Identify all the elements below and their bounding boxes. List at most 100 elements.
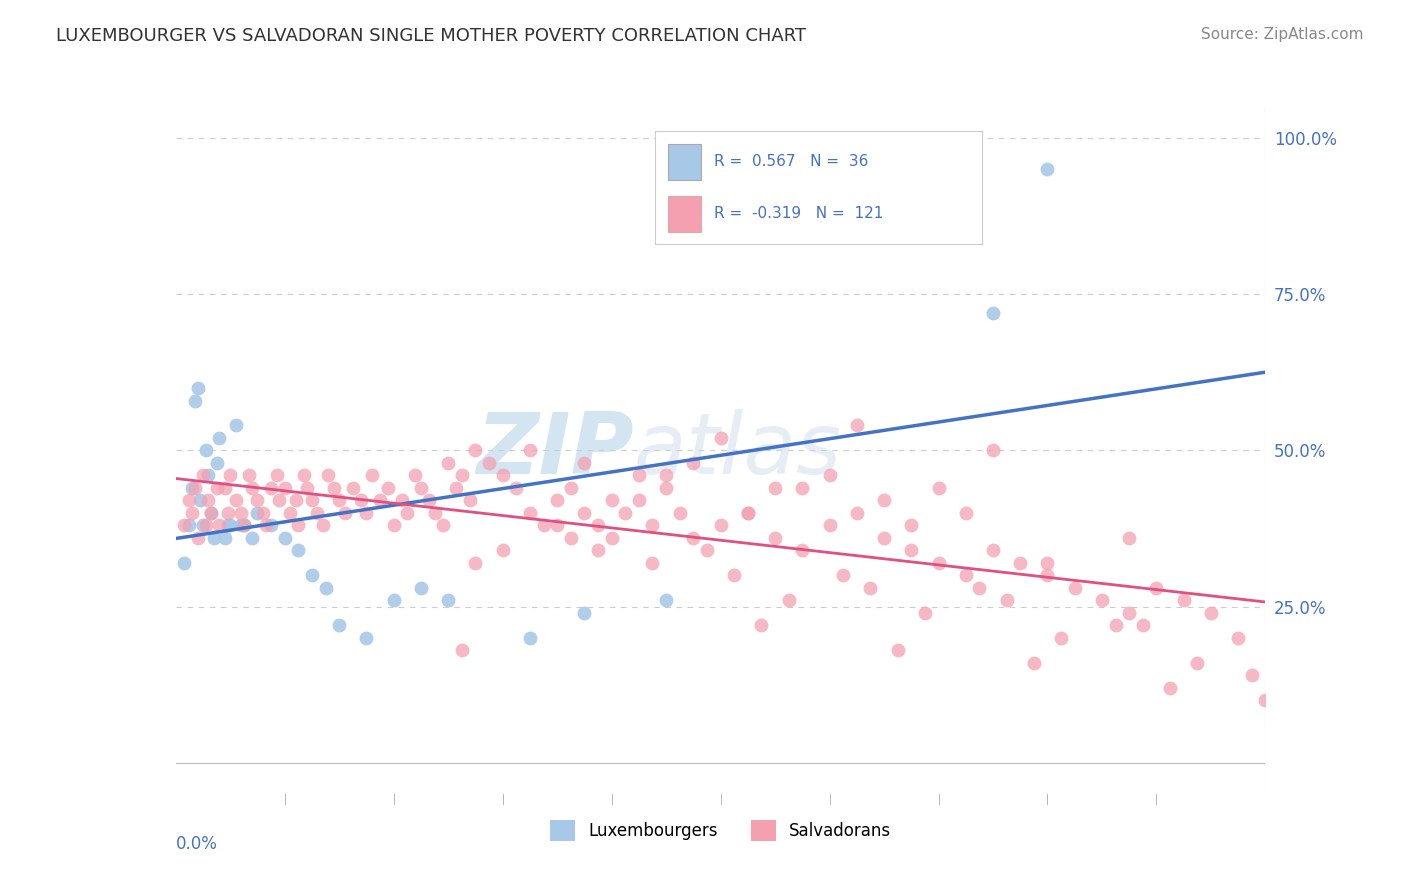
Point xyxy=(184,393,207,408)
Point xyxy=(260,518,283,533)
Point xyxy=(179,518,201,533)
Point xyxy=(437,456,460,470)
Point xyxy=(194,518,217,533)
Point xyxy=(600,531,623,545)
Point xyxy=(184,481,207,495)
Point xyxy=(405,468,427,483)
Point xyxy=(458,493,481,508)
Point xyxy=(432,518,454,533)
Point xyxy=(200,506,222,520)
Point xyxy=(232,518,254,533)
Point xyxy=(873,493,896,508)
Point xyxy=(641,556,664,570)
Point xyxy=(1036,556,1059,570)
Point xyxy=(287,518,309,533)
Point xyxy=(560,531,582,545)
Point xyxy=(464,556,486,570)
Legend: Luxembourgers, Salvadorans: Luxembourgers, Salvadorans xyxy=(543,814,898,847)
Point xyxy=(219,518,242,533)
Point xyxy=(217,518,239,533)
Point xyxy=(914,606,936,620)
Point xyxy=(350,493,373,508)
Point xyxy=(328,618,350,632)
Point xyxy=(981,306,1004,320)
Point xyxy=(995,593,1018,607)
Point xyxy=(360,468,382,483)
Point xyxy=(845,418,868,433)
Point xyxy=(186,381,209,395)
Point xyxy=(1240,668,1263,682)
Point xyxy=(225,493,247,508)
Text: LUXEMBOURGER VS SALVADORAN SINGLE MOTHER POVERTY CORRELATION CHART: LUXEMBOURGER VS SALVADORAN SINGLE MOTHER… xyxy=(56,27,807,45)
Text: ZIP: ZIP xyxy=(475,409,633,492)
Point xyxy=(450,643,472,657)
Point xyxy=(1199,606,1222,620)
Point xyxy=(274,531,297,545)
Point xyxy=(859,581,882,595)
Point xyxy=(197,468,219,483)
Point xyxy=(763,531,786,545)
Point xyxy=(322,481,344,495)
Point xyxy=(409,481,432,495)
Point xyxy=(533,518,555,533)
Point xyxy=(274,481,297,495)
Point xyxy=(315,581,337,595)
Point xyxy=(446,481,468,495)
Point xyxy=(254,518,277,533)
Point xyxy=(181,481,204,495)
Point xyxy=(266,468,288,483)
Point xyxy=(278,506,301,520)
Point xyxy=(627,468,650,483)
Point xyxy=(246,506,269,520)
Point xyxy=(1144,581,1167,595)
Point xyxy=(1036,568,1059,582)
Point xyxy=(682,456,704,470)
Point xyxy=(546,518,568,533)
Point xyxy=(1118,606,1140,620)
Point xyxy=(1104,618,1126,632)
Point xyxy=(214,481,236,495)
Point xyxy=(1036,162,1059,177)
Point xyxy=(737,506,759,520)
Point xyxy=(368,493,391,508)
Point xyxy=(396,506,419,520)
Point xyxy=(763,481,786,495)
Point xyxy=(205,481,228,495)
Point xyxy=(295,481,318,495)
Point xyxy=(900,518,922,533)
Point xyxy=(391,493,413,508)
Point xyxy=(751,618,773,632)
Point xyxy=(655,468,678,483)
Point xyxy=(292,468,315,483)
Point xyxy=(886,643,908,657)
Point xyxy=(519,443,541,458)
Point xyxy=(186,531,209,545)
Point xyxy=(194,443,217,458)
Point xyxy=(333,506,356,520)
Point xyxy=(614,506,637,520)
Point xyxy=(328,493,350,508)
Text: Source: ZipAtlas.com: Source: ZipAtlas.com xyxy=(1201,27,1364,42)
Point xyxy=(1132,618,1154,632)
Point xyxy=(188,493,211,508)
Point xyxy=(873,531,896,545)
Point xyxy=(710,518,733,533)
Point xyxy=(710,431,733,445)
Point xyxy=(900,543,922,558)
Point xyxy=(181,506,204,520)
Point xyxy=(260,481,283,495)
Point xyxy=(492,543,515,558)
Point xyxy=(202,531,225,545)
Point xyxy=(342,481,364,495)
Point xyxy=(450,468,472,483)
Point xyxy=(478,456,501,470)
Point xyxy=(655,593,678,607)
Point xyxy=(778,593,800,607)
Point xyxy=(832,568,855,582)
Point xyxy=(238,468,260,483)
Point xyxy=(723,568,745,582)
Point xyxy=(464,443,486,458)
Point xyxy=(173,518,195,533)
Point xyxy=(377,481,399,495)
Point xyxy=(955,506,977,520)
